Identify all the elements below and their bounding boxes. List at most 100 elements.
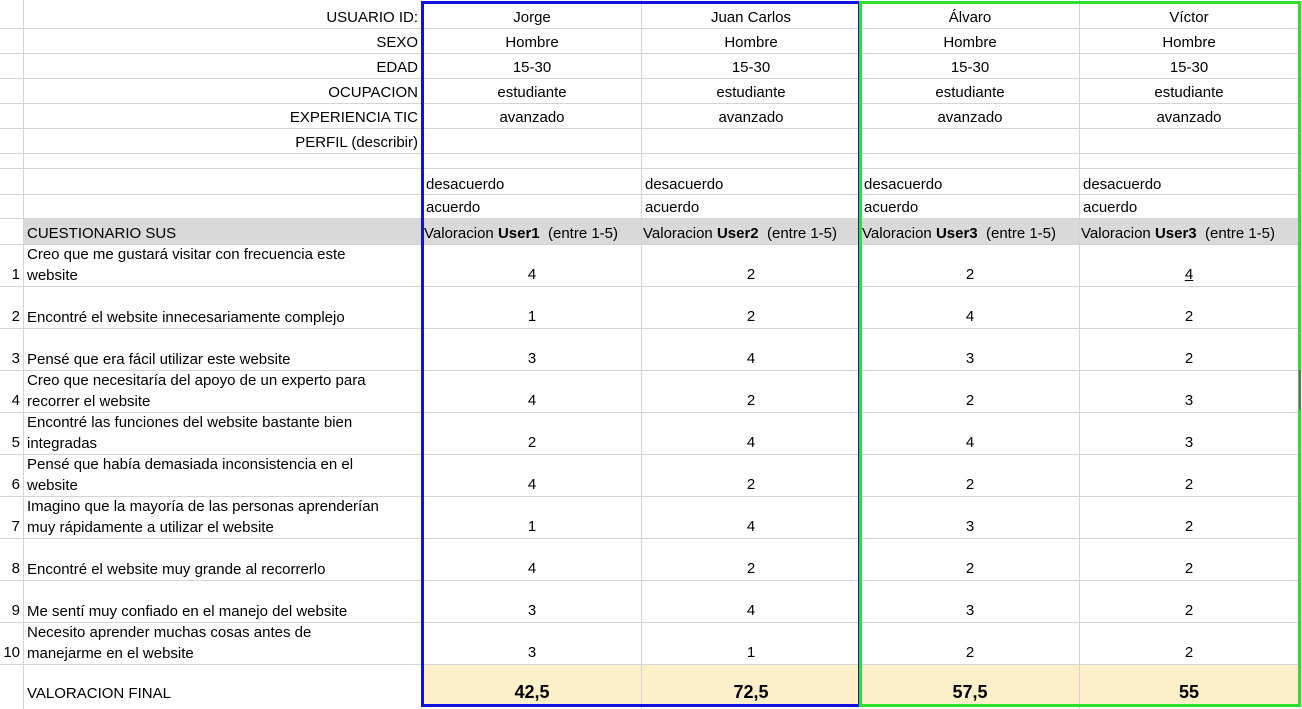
question-text-line1: Imagino que la mayoría de las personas a… [27, 498, 379, 515]
question-number: 2 [11, 308, 20, 325]
score-cell[interactable]: 2 [965, 560, 975, 577]
question-text-line2: manejarme en el website [27, 645, 194, 662]
score-cell[interactable]: 4 [965, 308, 975, 325]
score-cell[interactable]: 4 [527, 476, 537, 493]
valoracion-header-cell[interactable]: Valoracion User2 (entre 1-5) [643, 225, 837, 242]
sexo-label: SEXO [376, 34, 418, 51]
scale-top-cell[interactable]: desacuerdo [426, 176, 505, 193]
user-edad-cell[interactable]: 15-30 [950, 59, 990, 76]
scale-bottom-cell[interactable]: acuerdo [864, 199, 919, 216]
score-cell[interactable]: 2 [1184, 476, 1194, 493]
valoracion-suffix: (entre 1-5) [758, 225, 838, 242]
user-experiencia-cell[interactable]: avanzado [499, 109, 565, 126]
score-cell[interactable]: 2 [1184, 308, 1194, 325]
score-cell[interactable]: 1 [527, 308, 537, 325]
score-cell[interactable]: 2 [1184, 560, 1194, 577]
score-cell[interactable]: 2 [746, 308, 756, 325]
grid-row-line [0, 538, 1302, 539]
score-cell[interactable]: 2 [746, 266, 756, 283]
score-cell[interactable]: 2 [527, 434, 537, 451]
score-cell[interactable]: 3 [965, 518, 975, 535]
user-id-label: USUARIO ID: [326, 9, 418, 26]
score-cell[interactable]: 4 [746, 350, 756, 367]
final-score[interactable]: 42,5 [514, 682, 550, 702]
grid-col-line [23, 0, 24, 709]
score-cell[interactable]: 4 [746, 602, 756, 619]
user-sexo-cell[interactable]: Hombre [505, 34, 559, 51]
question-text-line2: Encontré el website innecesariamente com… [27, 309, 345, 326]
score-cell[interactable]: 3 [1184, 392, 1194, 409]
score-cell[interactable]: 2 [1184, 518, 1194, 535]
score-cell[interactable]: 1 [746, 644, 756, 661]
score-cell[interactable]: 2 [1184, 644, 1194, 661]
score-cell[interactable]: 4 [527, 392, 537, 409]
score-cell[interactable]: 2 [746, 560, 756, 577]
score-cell[interactable]: 3 [527, 350, 537, 367]
score-cell[interactable]: 4 [965, 434, 975, 451]
user-ocupacion-cell[interactable]: estudiante [1154, 84, 1224, 101]
score-cell[interactable]: 2 [1184, 350, 1194, 367]
question-number: 7 [11, 518, 20, 535]
user-name-cell[interactable]: Juan Carlos [710, 9, 792, 26]
score-cell[interactable]: 2 [965, 476, 975, 493]
score-cell[interactable]: 3 [965, 602, 975, 619]
score-cell[interactable]: 1 [527, 518, 537, 535]
user-experiencia-cell[interactable]: avanzado [1156, 109, 1222, 126]
user-edad-cell[interactable]: 15-30 [512, 59, 552, 76]
scale-top-cell[interactable]: desacuerdo [1083, 176, 1162, 193]
score-cell[interactable]: 2 [965, 644, 975, 661]
grid-row-line [0, 412, 1302, 413]
final-score[interactable]: 55 [1178, 682, 1200, 702]
question-text-line2: integradas [27, 435, 98, 452]
grid-row-line [0, 194, 1302, 195]
score-cell[interactable]: 2 [965, 392, 975, 409]
user-name-cell[interactable]: Víctor [1169, 9, 1209, 26]
user-sexo-cell[interactable]: Hombre [1162, 34, 1216, 51]
user-edad-cell[interactable]: 15-30 [731, 59, 771, 76]
score-cell[interactable]: 2 [1184, 602, 1194, 619]
score-cell[interactable]: 4 [527, 560, 537, 577]
scale-top-cell[interactable]: desacuerdo [864, 176, 943, 193]
valoracion-suffix: (entre 1-5) [539, 225, 619, 242]
question-text-line2: Pensé que era fácil utilizar este websit… [27, 351, 291, 368]
score-cell[interactable]: 3 [965, 350, 975, 367]
scale-top-cell[interactable]: desacuerdo [645, 176, 724, 193]
valoracion-header-cell[interactable]: Valoracion User1 (entre 1-5) [424, 225, 618, 242]
user-ocupacion-cell[interactable]: estudiante [716, 84, 786, 101]
score-cell[interactable]: 2 [746, 392, 756, 409]
score-cell[interactable]: 3 [1184, 434, 1194, 451]
score-cell[interactable]: 3 [527, 644, 537, 661]
score-cell[interactable]: 4 [746, 434, 756, 451]
valoracion-header-cell[interactable]: Valoracion User3 (entre 1-5) [1081, 225, 1275, 242]
grid-row-line [0, 53, 1302, 54]
grid-row-line [0, 286, 1302, 287]
question-text-line2: Me sentí muy confiado en el manejo del w… [27, 603, 348, 620]
question-text-line1: Pensé que había demasiada inconsistencia… [27, 456, 354, 473]
user-name-cell[interactable]: Álvaro [948, 9, 992, 26]
user-sexo-cell[interactable]: Hombre [943, 34, 997, 51]
user-sexo-cell[interactable]: Hombre [724, 34, 778, 51]
green-group-frame [859, 1, 1301, 707]
user-name-cell[interactable]: Jorge [513, 9, 551, 26]
user-ocupacion-cell[interactable]: estudiante [935, 84, 1005, 101]
final-score[interactable]: 57,5 [952, 682, 988, 702]
grid-row-line [0, 328, 1302, 329]
user-experiencia-cell[interactable]: avanzado [718, 109, 784, 126]
user-experiencia-cell[interactable]: avanzado [937, 109, 1003, 126]
question-number: 6 [11, 476, 20, 493]
question-text-line2: Encontré el website muy grande al recorr… [27, 561, 326, 578]
scale-bottom-cell[interactable]: acuerdo [645, 199, 700, 216]
score-cell[interactable]: 2 [965, 266, 975, 283]
score-cell[interactable]: 2 [746, 476, 756, 493]
score-cell[interactable]: 4 [1184, 266, 1194, 283]
final-score[interactable]: 72,5 [733, 682, 769, 702]
valoracion-header-cell[interactable]: Valoracion User3 (entre 1-5) [862, 225, 1056, 242]
scale-bottom-cell[interactable]: acuerdo [1083, 199, 1138, 216]
score-cell[interactable]: 4 [527, 266, 537, 283]
scale-bottom-cell[interactable]: acuerdo [426, 199, 481, 216]
user-ocupacion-cell[interactable]: estudiante [497, 84, 567, 101]
question-text-line2: muy rápidamente a utilizar el website [27, 519, 274, 536]
score-cell[interactable]: 4 [746, 518, 756, 535]
user-edad-cell[interactable]: 15-30 [1169, 59, 1209, 76]
score-cell[interactable]: 3 [527, 602, 537, 619]
